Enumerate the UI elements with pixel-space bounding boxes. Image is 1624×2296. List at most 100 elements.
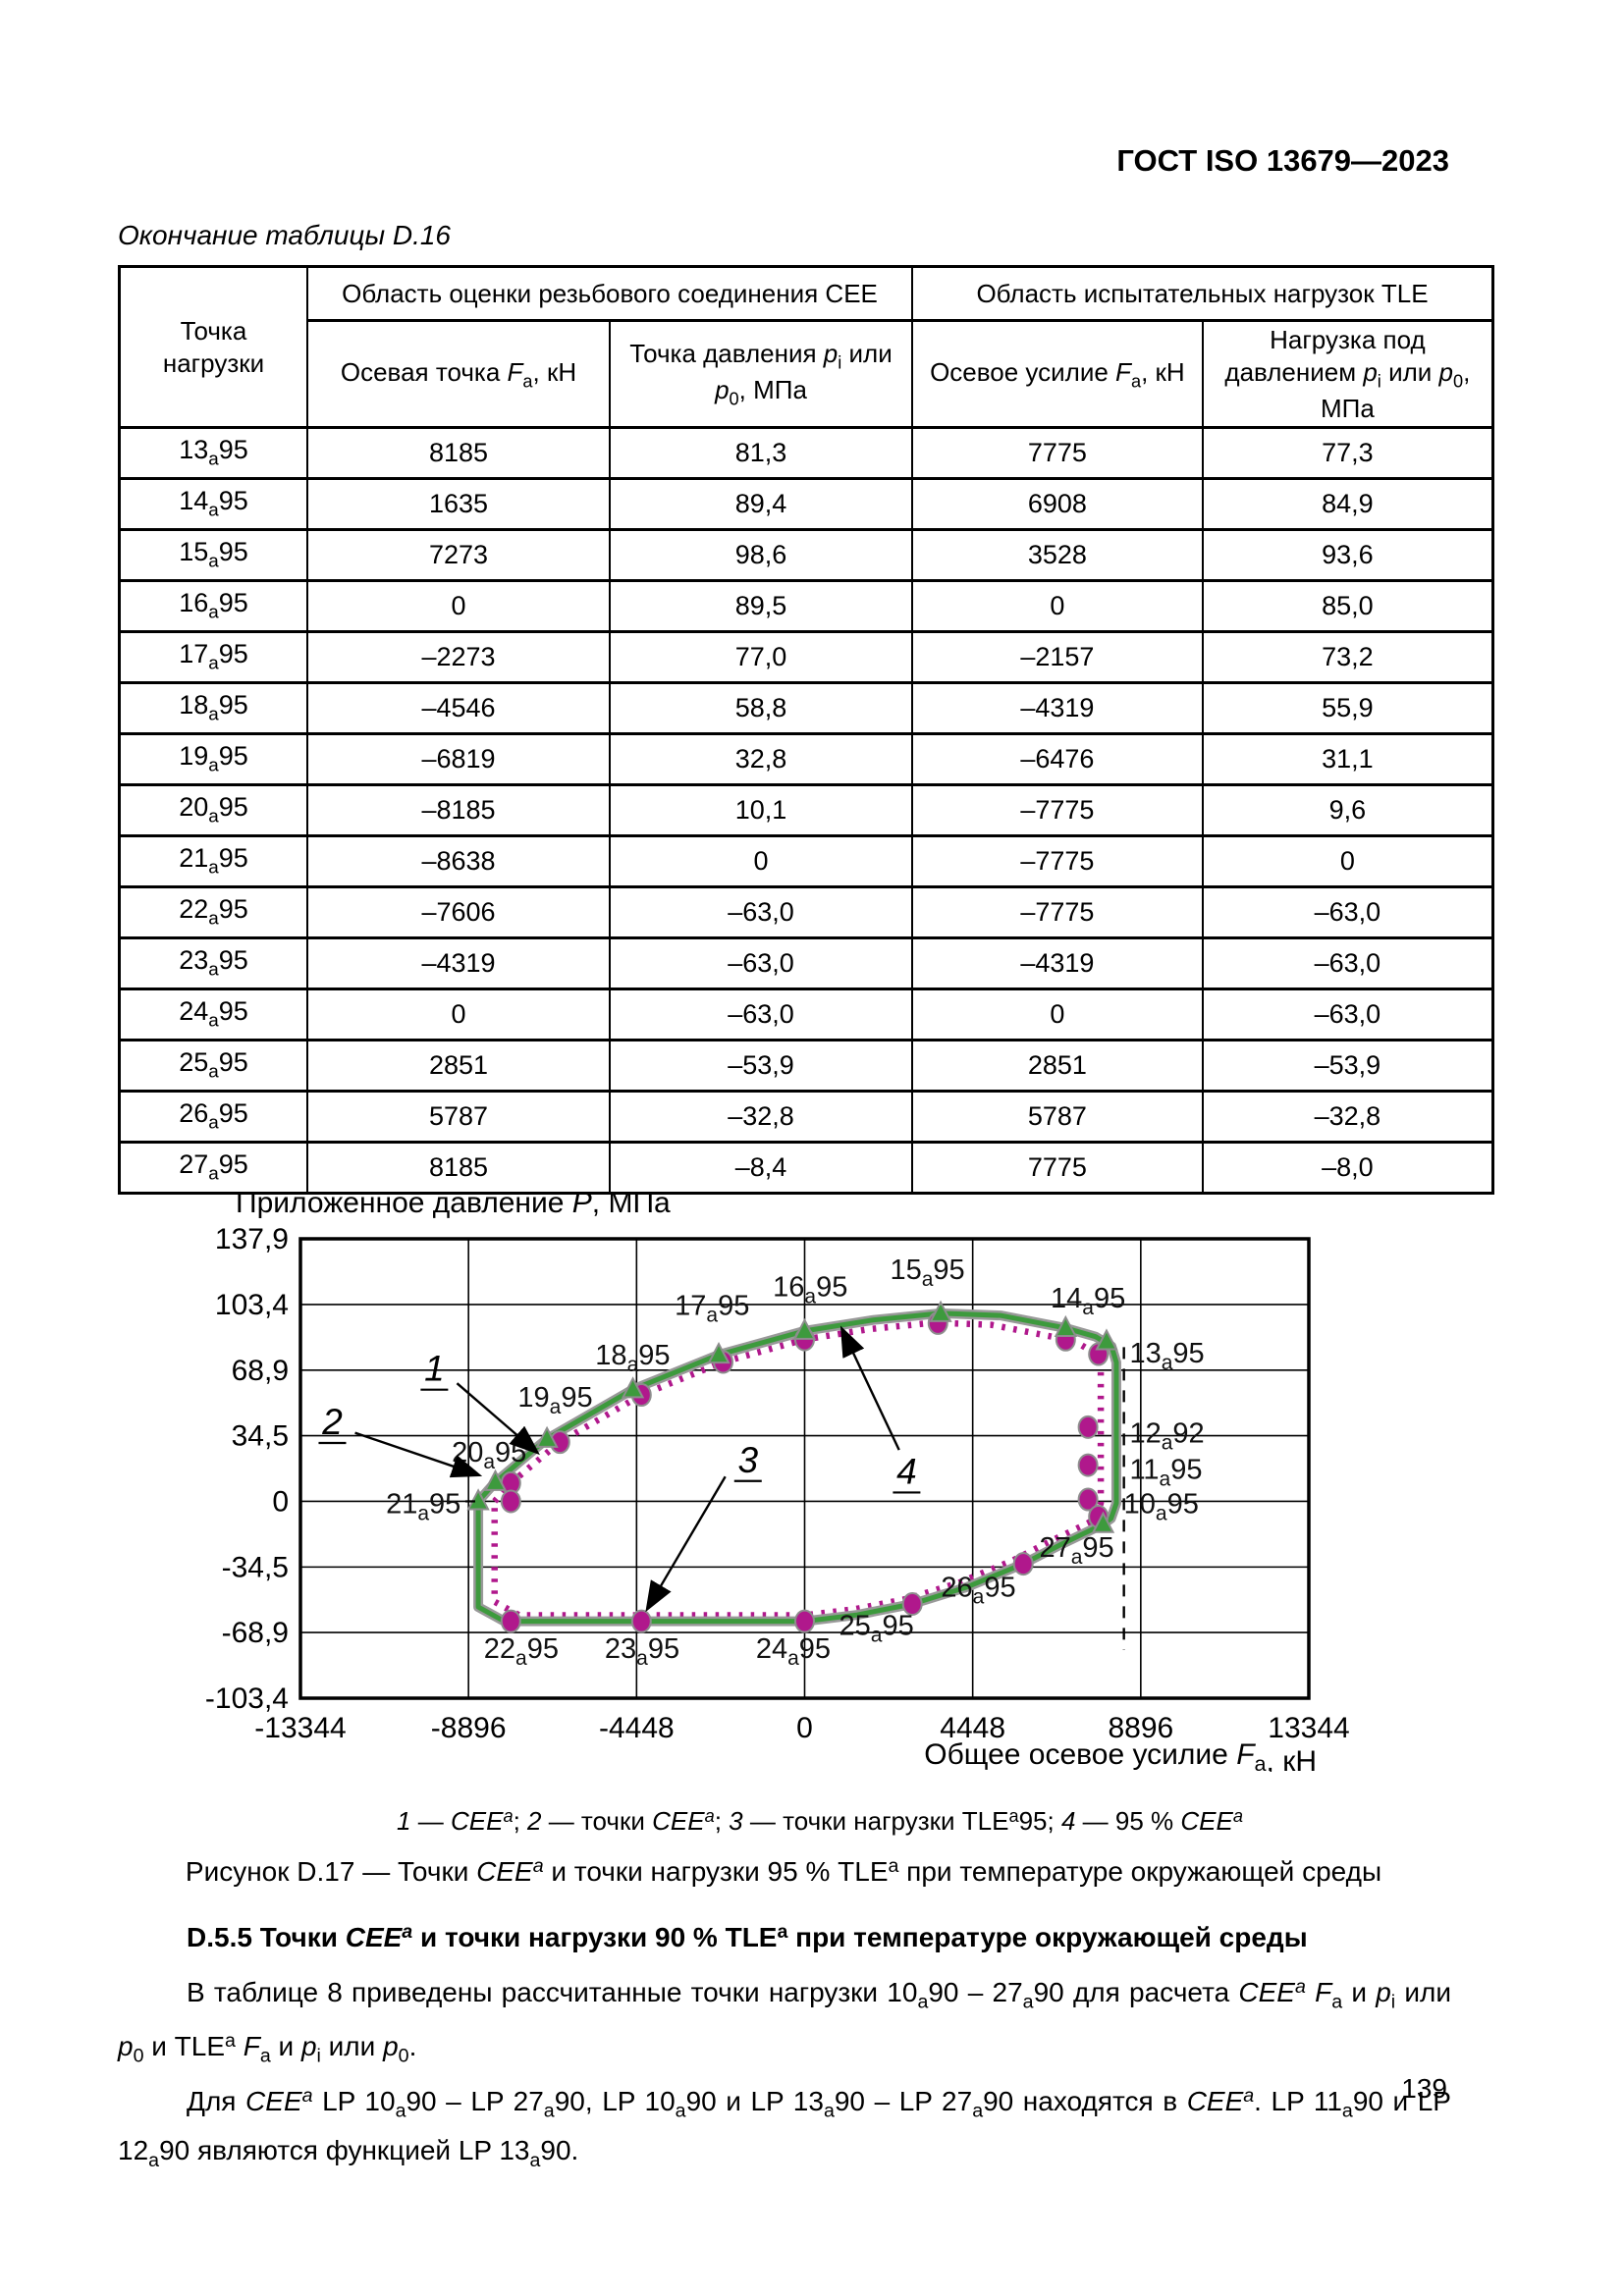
- col-header-tle-pressure: Нагрузка под давлением pi или p0, МПа: [1201, 318, 1494, 430]
- tle-point: [1077, 1453, 1099, 1477]
- plot-border: [298, 1237, 1311, 1700]
- value-cell: –6819: [306, 732, 611, 787]
- cee-point: [535, 1425, 559, 1448]
- callout-label-3: 3: [737, 1440, 758, 1480]
- value-cell: –63,0: [609, 885, 913, 940]
- value-cell: 55,9: [1201, 681, 1494, 736]
- callout-arrow-1: [456, 1382, 540, 1456]
- cee-point: [792, 1317, 817, 1340]
- value-cell: –63,0: [609, 936, 913, 991]
- load-point-cell: 22a95: [118, 885, 308, 940]
- value-cell: 58,8: [609, 681, 913, 736]
- value-cell: 10,1: [609, 783, 913, 838]
- load-point-cell: 13a95: [118, 426, 308, 481]
- value-cell: –2157: [911, 630, 1204, 685]
- value-cell: –63,0: [1201, 988, 1494, 1042]
- y-tick-label: -34,5: [222, 1551, 289, 1583]
- chart-title: Приложенное давление P, МПа: [236, 1187, 671, 1219]
- value-cell: –4319: [911, 681, 1204, 736]
- callout-label-1: 1: [424, 1349, 445, 1389]
- value-cell: 0: [306, 579, 611, 634]
- point-label: 23a95: [605, 1633, 679, 1670]
- value-cell: 6908: [911, 477, 1204, 532]
- value-cell: 84,9: [1201, 477, 1494, 532]
- value-cell: 85,0: [1201, 579, 1494, 634]
- section-heading: D.5.5 Точки CEEa и точки нагрузки 90 % T…: [187, 1921, 1308, 1952]
- value-cell: 8185: [306, 426, 611, 481]
- point-label: 16a95: [773, 1271, 847, 1308]
- y-tick-label: 137,9: [215, 1223, 289, 1255]
- col-header-load-point: Точка нагрузки: [118, 264, 308, 430]
- tle-point: [794, 1609, 815, 1633]
- value-cell: 7273: [306, 528, 611, 583]
- table-row: 13a95 8185 81,3 7775 77,3: [118, 426, 1494, 481]
- value-cell: –4319: [911, 936, 1204, 991]
- value-cell: –2273: [306, 630, 611, 685]
- load-point-cell: 14a95: [118, 477, 308, 532]
- x-tick-label: -8896: [431, 1712, 507, 1744]
- value-cell: 3528: [911, 528, 1204, 583]
- load-point-cell: 23a95: [118, 936, 308, 991]
- col-header-tle-axial: Осевое усилие Fa, кН: [911, 318, 1204, 430]
- value-cell: 89,4: [609, 477, 913, 532]
- point-label: 24a95: [756, 1633, 831, 1670]
- load-point-cell: 21a95: [118, 834, 308, 889]
- table-row: 25a95 2851 –53,9 2851 –53,9: [118, 1039, 1494, 1094]
- table-row: 20a95 –8185 10,1 –7775 9,6: [118, 783, 1494, 838]
- cee-point: [929, 1300, 952, 1322]
- table-row: 18a95 –4546 58,8 –4319 55,9: [118, 681, 1494, 736]
- x-tick-label: 8896: [1108, 1712, 1173, 1744]
- value-cell: 77,0: [609, 630, 913, 685]
- load-point-cell: 19a95: [118, 732, 308, 787]
- figure-d17: 16a95 15a95 17a95 18a95 19a95 20a95 21a95 22a95…: [147, 1183, 1375, 1778]
- value-cell: –63,0: [1201, 885, 1494, 940]
- value-cell: 89,5: [609, 579, 913, 634]
- table-row: 19a95 –6819 32,8 –6476 31,1: [118, 732, 1494, 787]
- point-label: 12a92: [1129, 1418, 1204, 1455]
- value-cell: 0: [1201, 834, 1494, 889]
- load-point-cell: 20a95: [118, 783, 308, 838]
- cee-point: [707, 1341, 731, 1364]
- table-row: 15a95 7273 98,6 3528 93,6: [118, 528, 1494, 583]
- value-cell: 0: [306, 988, 611, 1042]
- section-paragraph-2: Для CEEa LP 10a90 – LP 27a90, LP 10a90 и…: [118, 2085, 1451, 2171]
- section-d55: D.5.5 Точки CEEa и точки нагрузки 90 % T…: [118, 1912, 1451, 2180]
- x-tick-label: -4448: [599, 1712, 675, 1744]
- point-label: 10a95: [1124, 1488, 1199, 1524]
- callout-arrow-4: [839, 1325, 900, 1451]
- value-cell: 2851: [911, 1039, 1204, 1094]
- value-cell: –7775: [911, 834, 1204, 889]
- value-cell: –8185: [306, 783, 611, 838]
- value-cell: –4319: [306, 936, 611, 991]
- x-tick-label: 0: [796, 1712, 813, 1744]
- value-cell: –8638: [306, 834, 611, 889]
- value-cell: 8185: [306, 1141, 611, 1196]
- value-cell: –8,4: [609, 1141, 913, 1196]
- point-label: 27a95: [1039, 1532, 1113, 1569]
- value-cell: 5787: [306, 1090, 611, 1145]
- point-label: 26a95: [941, 1573, 1015, 1609]
- point-label: 19a95: [517, 1382, 592, 1418]
- cee-point: [483, 1468, 508, 1491]
- table-row: 16a95 0 89,5 0 85,0: [118, 579, 1494, 634]
- cee-point: [466, 1488, 490, 1511]
- table-header-row-subcols: Осевая точка Fa, кН Точка давления pi ил…: [120, 318, 1494, 430]
- tle-point: [1077, 1487, 1099, 1512]
- value-cell: –63,0: [1201, 936, 1494, 991]
- col-header-cee-axial: Осевая точка Fa, кН: [306, 318, 611, 430]
- tle-point: [901, 1591, 923, 1616]
- callout-arrow-3: [645, 1475, 727, 1613]
- cee-point: [1095, 1328, 1118, 1351]
- callout-label-2: 2: [321, 1402, 343, 1442]
- table-row: 14a95 1635 89,4 6908 84,9: [118, 477, 1494, 532]
- table-row: 26a95 5787 –32,8 5787 –32,8: [118, 1090, 1494, 1145]
- group-header-tle: Область испытательных нагрузок TLE: [911, 265, 1494, 322]
- table-row: 24a95 0 –63,0 0 –63,0: [118, 988, 1494, 1042]
- value-cell: 9,6: [1201, 783, 1494, 838]
- table-header-row-groups: Точка нагрузки Область оценки резьбового…: [118, 264, 1494, 430]
- point-label: 13a95: [1129, 1338, 1204, 1374]
- cee-point: [621, 1376, 645, 1399]
- table-row: 27a95 8185 –8,4 7775 –8,0: [118, 1141, 1494, 1196]
- value-cell: 7775: [911, 1141, 1204, 1196]
